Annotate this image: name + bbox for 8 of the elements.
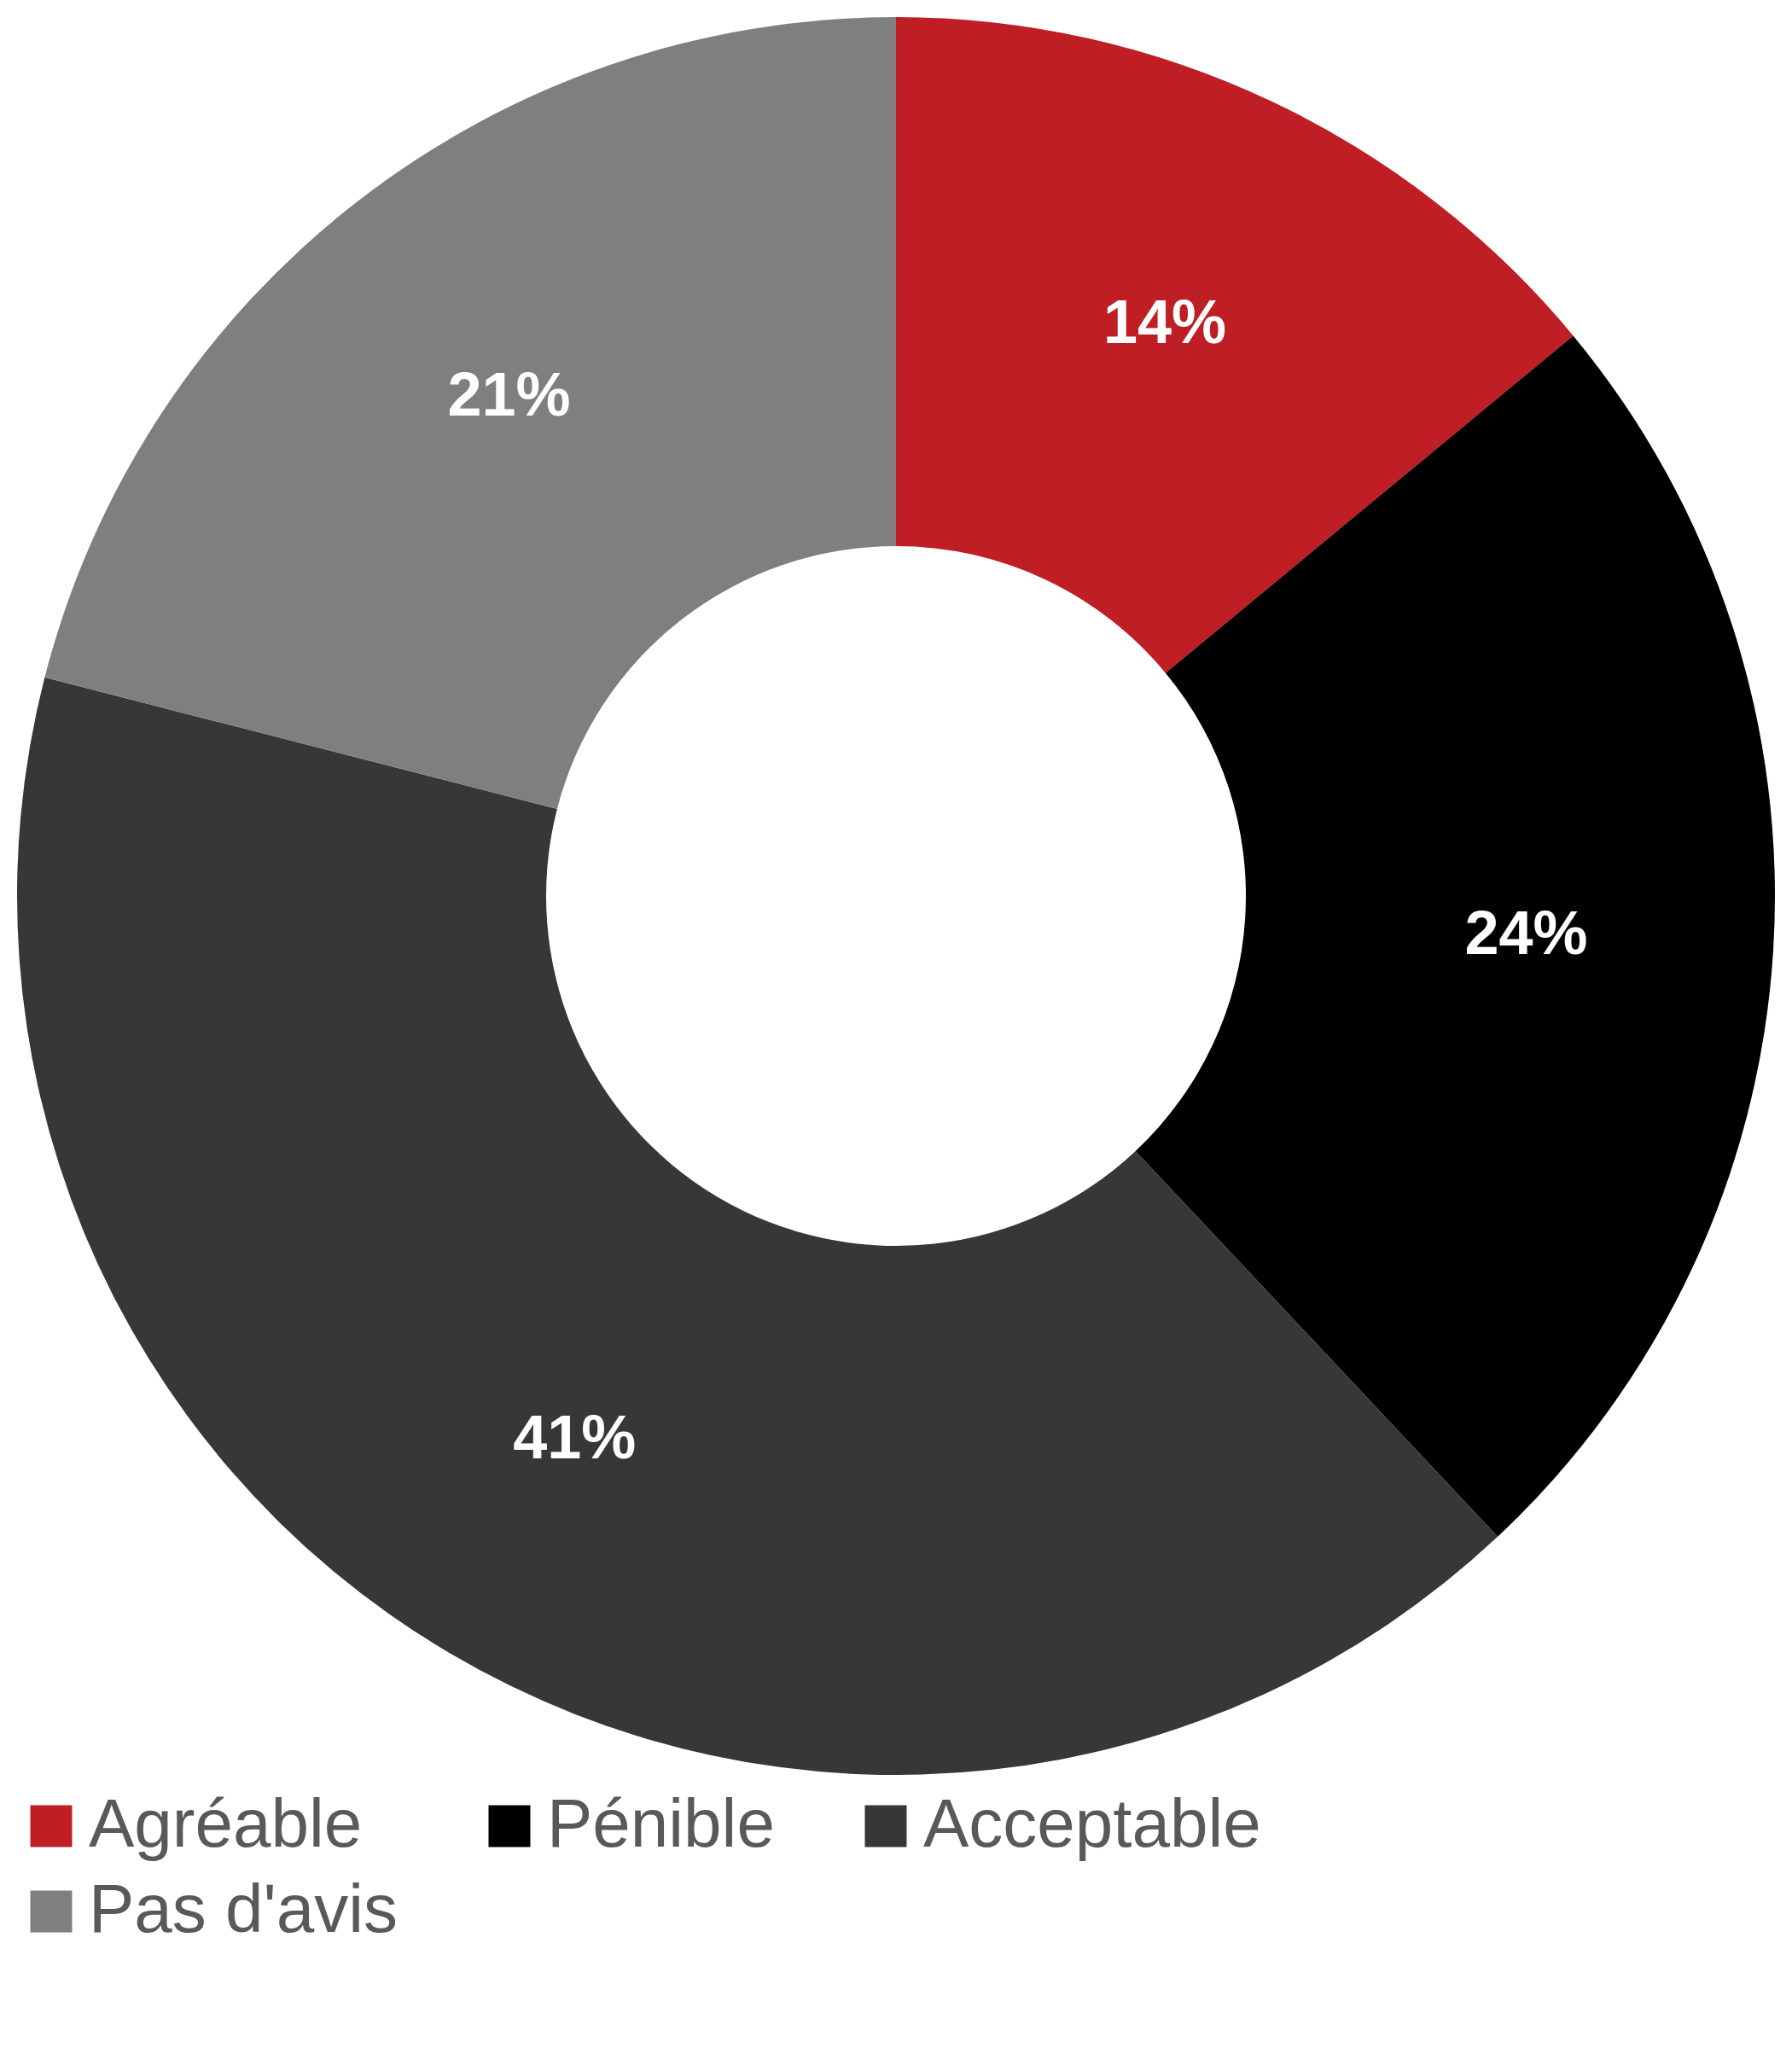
legend-label: Agréable xyxy=(89,1785,363,1861)
data-label: 41% xyxy=(513,1402,637,1471)
legend-label: Pénible xyxy=(547,1785,775,1861)
data-label: 14% xyxy=(1103,288,1227,357)
data-label: 24% xyxy=(1464,899,1588,968)
legend-label: Pas d'avis xyxy=(89,1871,399,1946)
legend-label: Acceptable xyxy=(923,1785,1261,1861)
data-label: 21% xyxy=(447,360,571,429)
